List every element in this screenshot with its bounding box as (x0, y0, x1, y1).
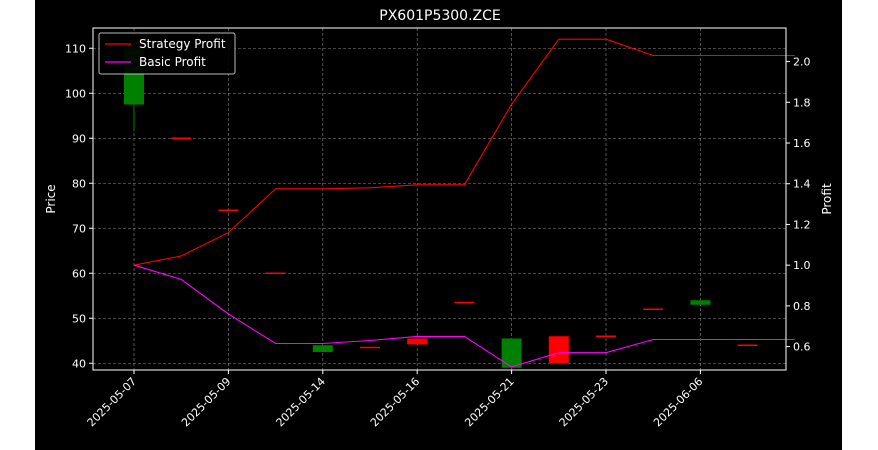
figure-background (35, 0, 842, 450)
candle (501, 338, 522, 368)
right-y-axis: 0.6 0.8 1.0 1.2 1.4 1.6 1.8 2.0 (786, 56, 811, 354)
candle (407, 338, 428, 346)
candle (454, 301, 475, 304)
right-y-tick-label: 1.8 (793, 96, 811, 109)
candle-body (407, 338, 428, 345)
left-y-tick-label: 50 (72, 312, 86, 325)
legend-basic-label: Basic Profit (139, 55, 206, 69)
candle (690, 300, 711, 305)
left-y-tick-label: 70 (72, 222, 86, 235)
left-y-tick-label: 110 (65, 42, 86, 55)
candle (737, 344, 758, 346)
candle-body (454, 301, 475, 304)
right-y-tick-label: 1.6 (793, 137, 811, 150)
legend-box (98, 32, 236, 75)
y-axis-label-left: Price (44, 184, 58, 213)
left-y-tick-label: 40 (72, 357, 86, 370)
right-y-tick-label: 0.6 (793, 341, 811, 354)
y-axis-label-right: Profit (820, 183, 834, 215)
left-y-tick-label: 100 (65, 87, 86, 100)
candle (548, 336, 569, 364)
right-y-tick-label: 0.8 (793, 300, 811, 313)
candle (218, 209, 239, 211)
candle (171, 137, 192, 139)
chart-title: PX601P5300.ZCE (379, 8, 501, 24)
candle-body (171, 137, 192, 139)
candle (596, 335, 616, 337)
candle-body (737, 344, 758, 346)
candle-body (643, 308, 664, 310)
right-y-tick-label: 1.0 (793, 259, 811, 272)
right-y-tick-label: 1.2 (793, 218, 811, 231)
left-y-tick-label: 60 (72, 267, 86, 280)
candle-body (312, 345, 333, 352)
left-y-tick-label: 80 (72, 177, 86, 190)
candle (265, 272, 286, 274)
candle (360, 346, 380, 349)
profit-lines (133, 38, 795, 368)
plot-frame (92, 27, 787, 371)
candlestick-series (124, 39, 758, 368)
candle-body (690, 300, 711, 305)
candle-body (501, 338, 522, 368)
candle-body (360, 346, 380, 349)
basic-profit-line (133, 264, 795, 368)
left-y-axis: 40 50 60 70 80 90 100 110 (65, 42, 93, 370)
right-y-tick-label: 1.4 (793, 178, 811, 191)
candle-body (548, 336, 569, 364)
strategy-profit-line (133, 38, 795, 266)
candle-body (265, 272, 286, 274)
legend-strategy-label: Strategy Profit (139, 37, 226, 51)
candle (312, 345, 333, 352)
candle-body (596, 335, 616, 337)
left-y-tick-label: 90 (72, 132, 86, 145)
candle-body (218, 209, 239, 211)
candle (643, 308, 664, 310)
legend: Strategy Profit Basic Profit (98, 32, 236, 75)
right-y-tick-label: 2.0 (793, 56, 811, 69)
